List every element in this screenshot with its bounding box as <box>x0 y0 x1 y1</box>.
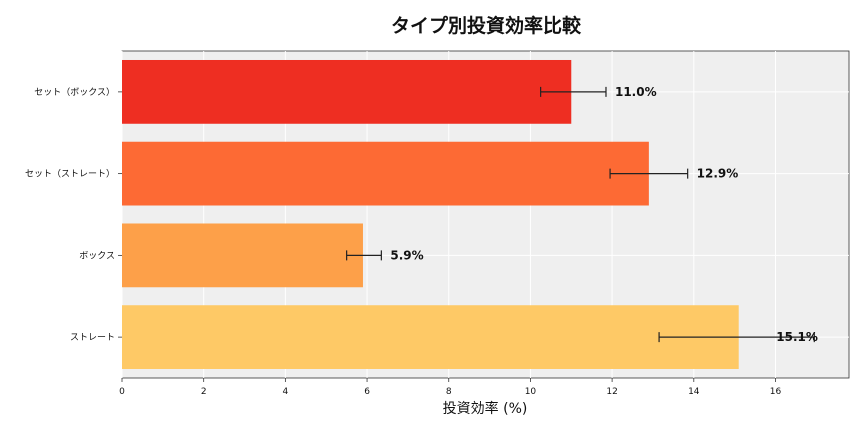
data-labels: 11.0% 12.9% 5.9% 15.1% <box>390 85 818 344</box>
y-tick-label: ストレート <box>70 333 115 343</box>
y-tick-label: セット（ストレート） <box>25 169 115 180</box>
x-axis-label: 投資効率 (%) <box>443 400 528 417</box>
bars <box>122 59 739 370</box>
x-tick-label: 10 <box>525 387 537 397</box>
x-tick-label: 4 <box>283 387 289 397</box>
x-tick-label: 6 <box>364 387 370 397</box>
x-tick-label: 8 <box>446 387 452 397</box>
bar <box>122 305 739 370</box>
x-tick-label: 2 <box>201 387 207 397</box>
data-label: 5.9% <box>390 248 423 262</box>
x-axis-ticks: 0 2 4 6 8 10 12 14 16 <box>119 378 781 397</box>
data-label: 12.9% <box>697 167 739 181</box>
bar <box>122 223 363 288</box>
error-bars <box>346 86 815 343</box>
x-tick-label: 14 <box>688 387 700 397</box>
data-label: 15.1% <box>776 330 818 344</box>
y-tick-label: ボックス <box>79 250 115 261</box>
x-tick-label: 12 <box>606 387 617 397</box>
bar <box>122 59 572 124</box>
data-label: 11.0% <box>615 85 657 99</box>
bar <box>122 141 649 206</box>
y-tick-label: セット（ボックス） <box>34 87 115 98</box>
x-tick-label: 0 <box>119 387 125 397</box>
chart-title: タイプ別投資効率比較 <box>391 14 582 37</box>
x-tick-label: 16 <box>770 387 782 397</box>
